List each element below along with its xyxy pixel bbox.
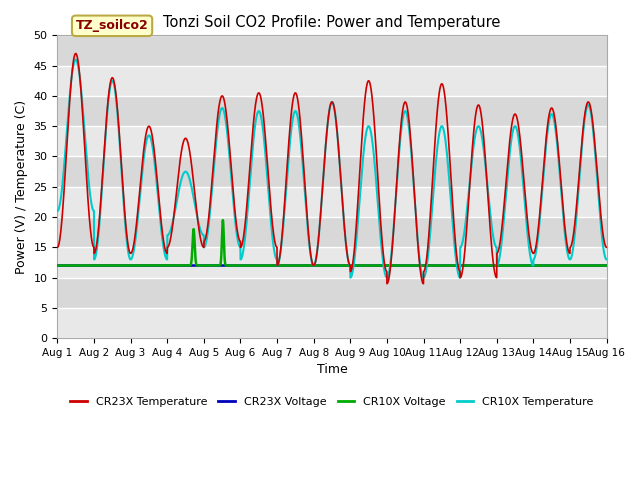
Legend: CR23X Temperature, CR23X Voltage, CR10X Voltage, CR10X Temperature: CR23X Temperature, CR23X Voltage, CR10X …: [66, 392, 598, 411]
Y-axis label: Power (V) / Temperature (C): Power (V) / Temperature (C): [15, 100, 28, 274]
Bar: [58, 187, 607, 217]
Bar: [58, 217, 607, 247]
Bar: [58, 308, 607, 338]
Bar: [58, 156, 607, 187]
Title: Tonzi Soil CO2 Profile: Power and Temperature: Tonzi Soil CO2 Profile: Power and Temper…: [163, 15, 500, 30]
Text: TZ_soilco2: TZ_soilco2: [76, 19, 148, 32]
Bar: [58, 96, 607, 126]
Bar: [58, 126, 607, 156]
Bar: [58, 277, 607, 308]
Bar: [58, 247, 607, 277]
Bar: [58, 66, 607, 96]
X-axis label: Time: Time: [317, 363, 348, 376]
Bar: [58, 36, 607, 66]
